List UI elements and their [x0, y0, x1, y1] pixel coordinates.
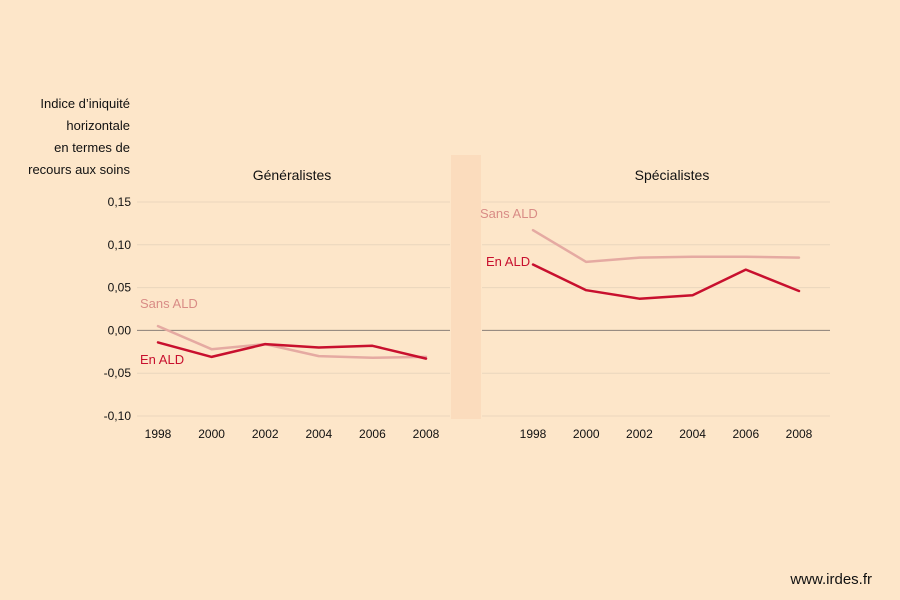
y-tick-label: 0,15 — [108, 195, 132, 209]
x-tick-label: 1998 — [520, 427, 547, 441]
y-tick-label: -0,10 — [104, 409, 132, 423]
series-line-sans-ald — [531, 228, 801, 264]
series-label: Sans ALD — [140, 296, 198, 311]
series-label: Sans ALD — [480, 206, 538, 221]
x-tick-label: 2002 — [626, 427, 653, 441]
source-link[interactable]: www.irdes.fr — [790, 571, 872, 588]
series-line-en-ald — [531, 263, 801, 300]
y-tick-label: -0,05 — [104, 366, 132, 380]
y-axis-title-line: Indice d’iniquité — [40, 96, 130, 111]
x-tick-label: 2004 — [305, 427, 332, 441]
y-tick-label: 0,05 — [108, 281, 132, 295]
panel-title: Spécialistes — [635, 167, 710, 183]
series-line-sans-ald — [156, 324, 428, 360]
x-tick-label: 2002 — [252, 427, 279, 441]
series-label: En ALD — [486, 254, 530, 269]
x-tick-label: 2000 — [198, 427, 225, 441]
x-tick-label: 1998 — [145, 427, 172, 441]
series-label: En ALD — [140, 352, 184, 367]
y-axis-title-line: en termes de — [54, 140, 130, 155]
x-tick-label: 2008 — [413, 427, 440, 441]
y-axis-title-line: horizontale — [66, 118, 130, 133]
x-tick-label: 2006 — [732, 427, 759, 441]
x-tick-label: 2008 — [786, 427, 813, 441]
series-line-en-ald — [156, 341, 428, 360]
panel-title: Généralistes — [253, 167, 332, 183]
panel-divider — [451, 155, 481, 419]
x-tick-label: 2000 — [573, 427, 600, 441]
y-tick-label: 0,00 — [108, 323, 132, 337]
x-tick-label: 2006 — [359, 427, 386, 441]
x-tick-label: 2004 — [679, 427, 706, 441]
y-tick-label: 0,10 — [108, 238, 132, 252]
y-axis-title-line: recours aux soins — [28, 162, 130, 177]
y-axis-title: Indice d’iniquité horizontale en termes … — [20, 93, 130, 181]
